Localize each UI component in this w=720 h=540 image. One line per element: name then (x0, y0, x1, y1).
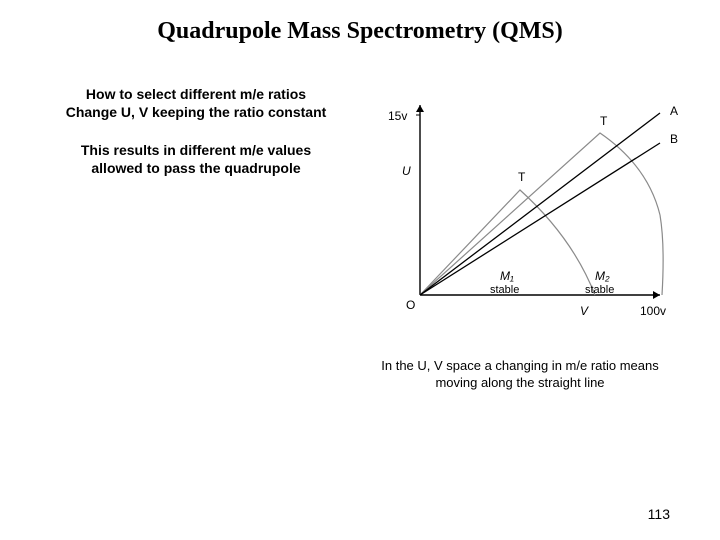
page-number: 113 (648, 506, 670, 522)
svg-text:M₁: M₁ (500, 269, 514, 283)
svg-text:T: T (518, 170, 526, 184)
svg-text:A: A (670, 104, 678, 118)
svg-text:M₂: M₂ (595, 269, 610, 283)
text-line: allowed to pass the quadrupole (91, 160, 300, 176)
text-line: Change U, V keeping the ratio constant (66, 104, 327, 120)
diagram-caption: In the U, V space a changing in m/e rati… (330, 358, 710, 392)
svg-text:stable: stable (490, 284, 519, 296)
svg-text:T: T (600, 114, 608, 128)
text-line: How to select different m/e ratios (86, 86, 306, 102)
text-line: moving along the straight line (435, 375, 604, 390)
svg-text:B: B (670, 132, 678, 146)
text-line: In the U, V space a changing in m/e rati… (381, 358, 659, 373)
svg-text:100v: 100v (640, 304, 666, 318)
page-title: Quadrupole Mass Spectrometry (QMS) (0, 0, 720, 45)
instruction-block-1: How to select different m/e ratios Chang… (26, 86, 366, 121)
text-line: This results in different m/e values (81, 142, 311, 158)
svg-text:O: O (406, 298, 415, 312)
svg-text:V: V (580, 304, 589, 318)
svg-text:stable: stable (585, 284, 614, 296)
instruction-block-2: This results in different m/e values all… (26, 142, 366, 177)
svg-text:U: U (402, 164, 411, 178)
svg-text:15v: 15v (388, 109, 407, 123)
uv-stability-diagram: U15vV100vOABTTM₁stableM₂stable (380, 85, 690, 335)
